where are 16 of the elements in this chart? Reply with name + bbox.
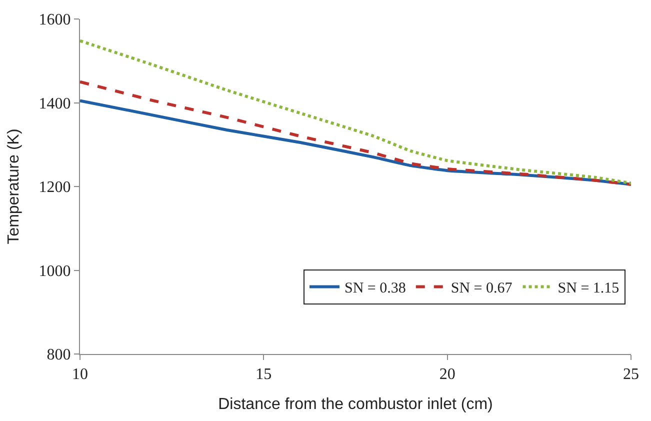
legend-label: SN = 0.38 (344, 280, 406, 297)
x-tick-label: 25 (623, 366, 639, 384)
y-axis-title: Temperature (K) (6, 128, 23, 244)
y-tick-label: 1000 (38, 262, 71, 280)
x-tick-label: 20 (439, 366, 456, 384)
y-tick-label: 1400 (38, 95, 71, 112)
line-series (80, 80, 631, 186)
y-tick-label: 800 (46, 346, 71, 364)
x-axis-title: Distance from the combustor inlet (cm) (218, 396, 493, 413)
y-tick-label: 1200 (38, 179, 71, 196)
x-tick-label: 15 (256, 366, 272, 384)
legend-label: SN = 1.15 (558, 280, 620, 297)
line-series (80, 39, 631, 185)
y-tick-label: 1600 (38, 12, 71, 29)
x-tick-label: 10 (72, 366, 88, 384)
legend-label: SN = 0.67 (450, 280, 513, 297)
